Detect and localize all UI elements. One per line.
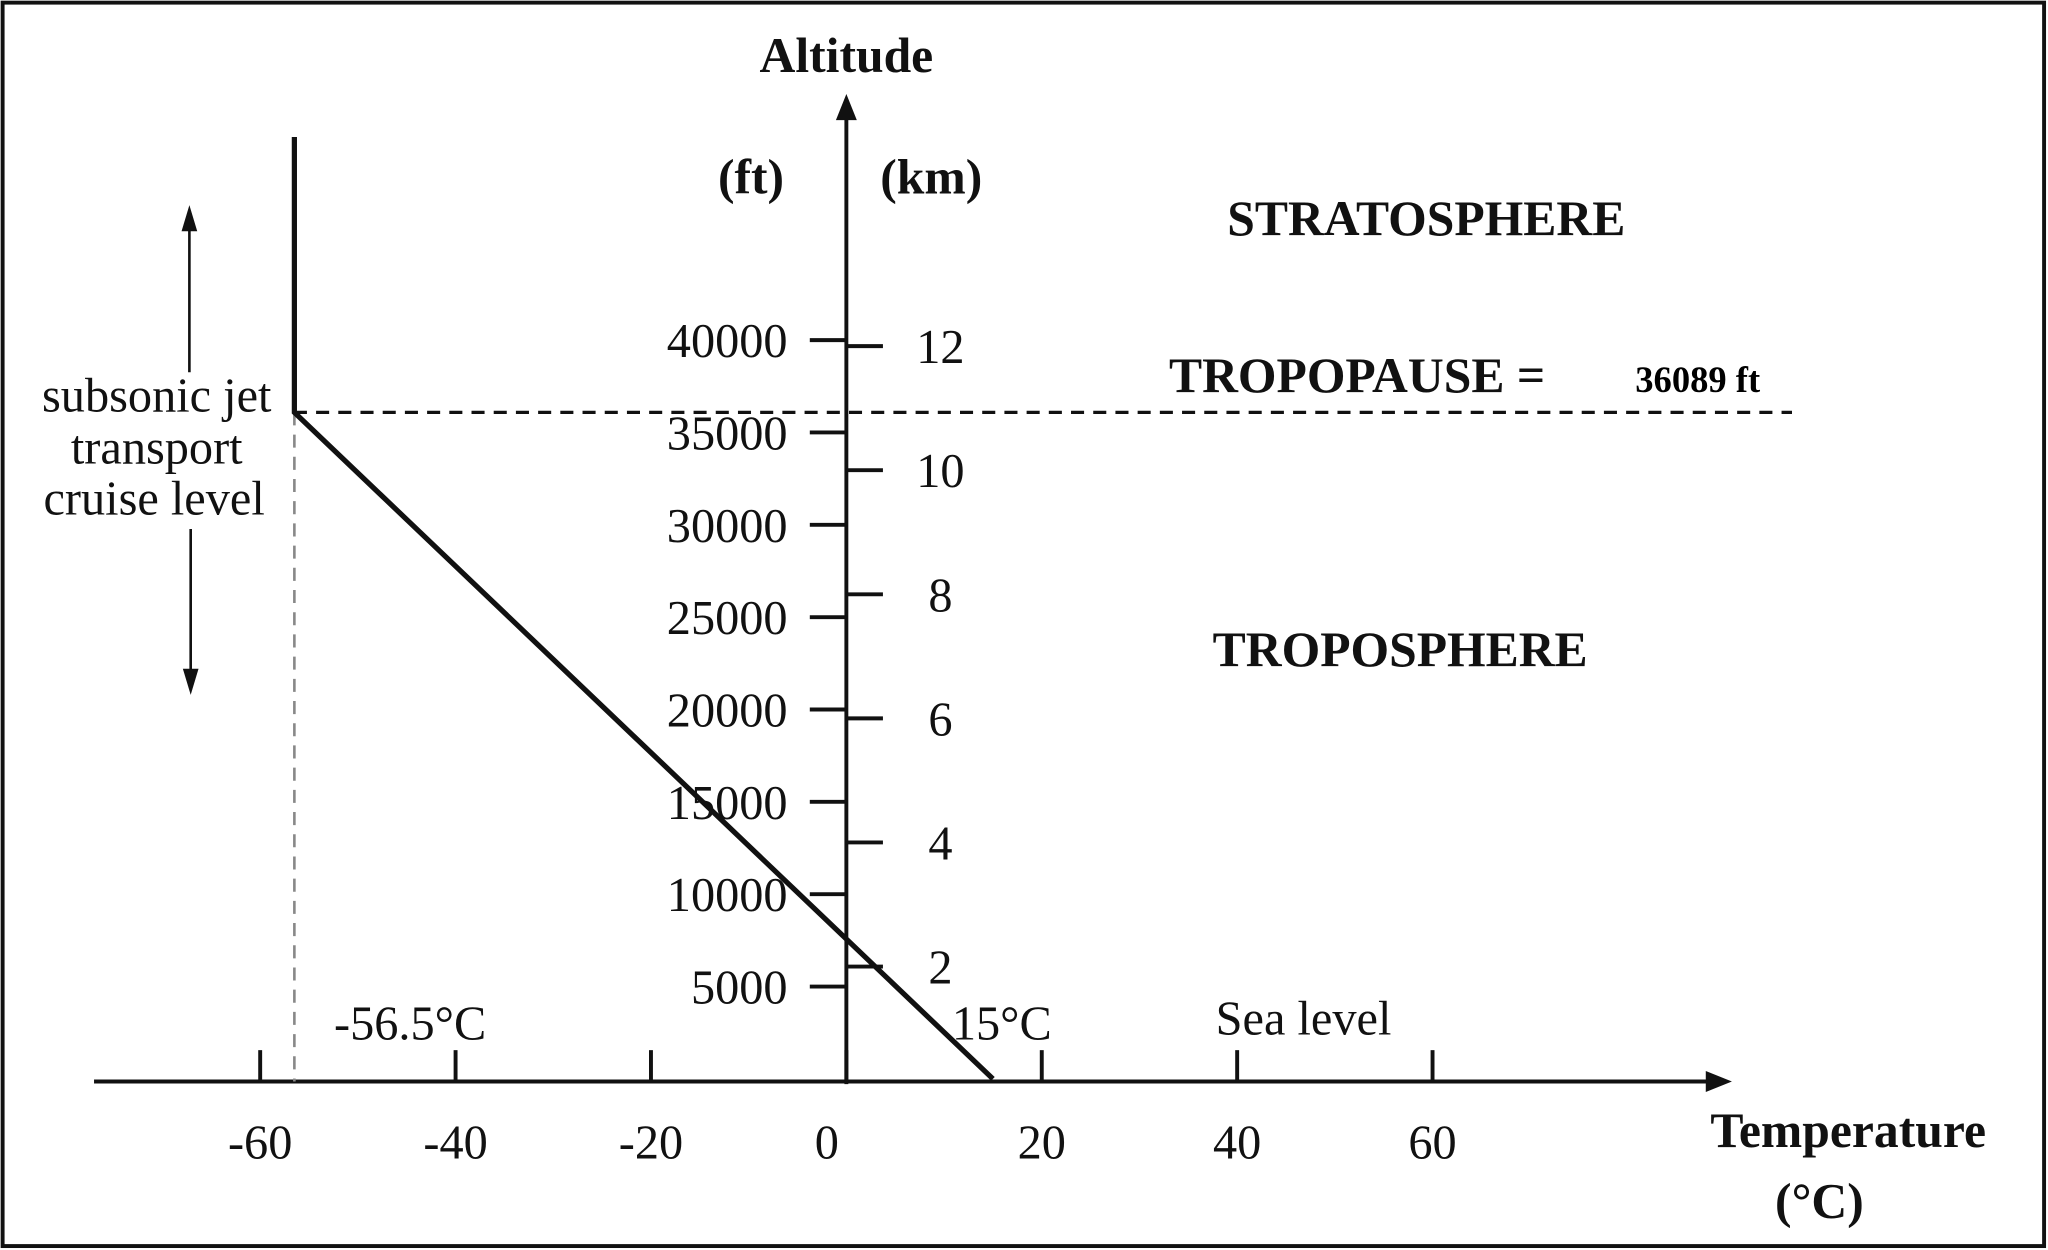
arrow-down-icon	[182, 668, 199, 695]
ft-tick-label: 10000	[667, 869, 788, 922]
x-tick-label: -40	[423, 1117, 487, 1170]
cruise-label-2: transport	[71, 422, 243, 475]
km-tick-label: 6	[928, 693, 952, 746]
x-axis-unit: (°C)	[1775, 1173, 1864, 1228]
ft-tick-label: 35000	[667, 407, 788, 460]
x-tick-label: 40	[1213, 1117, 1261, 1170]
x-tick-label: 20	[1018, 1117, 1066, 1170]
x-tick-label: -60	[228, 1117, 292, 1170]
cruise-label-1: subsonic jet	[42, 369, 272, 422]
km-tick-label: 8	[928, 569, 952, 622]
temperature-profile-line	[291, 136, 995, 1081]
tropopause-label: TROPOPAUSE =	[1169, 348, 1545, 403]
km-unit-label: (km)	[880, 149, 982, 204]
ft-tick-label: 25000	[667, 592, 788, 645]
km-tick-label: 4	[928, 817, 952, 870]
ft-tick-label: 30000	[667, 500, 788, 553]
cold-temp-label: -56.5°C	[334, 998, 486, 1051]
sea-level-temp-label: 15°C	[952, 998, 1052, 1051]
ft-tick-label: 20000	[667, 684, 788, 737]
arrow-up-icon	[181, 205, 198, 232]
x-tick-label: 60	[1408, 1117, 1456, 1170]
cruise-label-3: cruise level	[43, 473, 264, 526]
km-tick-label: 2	[928, 942, 952, 995]
x-tick-label: -20	[619, 1117, 683, 1170]
km-tick-label: 10	[916, 445, 964, 498]
stratosphere-label: STRATOSPHERE	[1227, 191, 1625, 246]
sea-level-label: Sea level	[1216, 992, 1392, 1045]
ft-unit-label: (ft)	[718, 149, 784, 204]
ft-tick-label: 40000	[667, 315, 788, 368]
tropopause-value: 36089 ft	[1635, 359, 1761, 400]
ft-tick-label: 5000	[691, 962, 788, 1015]
x-tick-label: 0	[815, 1117, 839, 1170]
km-tick-label: 12	[916, 321, 964, 374]
y-axis-title: Altitude	[760, 28, 934, 83]
troposphere-label: TROPOSPHERE	[1213, 622, 1588, 677]
y-axis-arrow-icon	[835, 94, 857, 121]
x-axis-title: Temperature	[1710, 1103, 1986, 1158]
x-axis-arrow-icon	[1705, 1071, 1732, 1092]
